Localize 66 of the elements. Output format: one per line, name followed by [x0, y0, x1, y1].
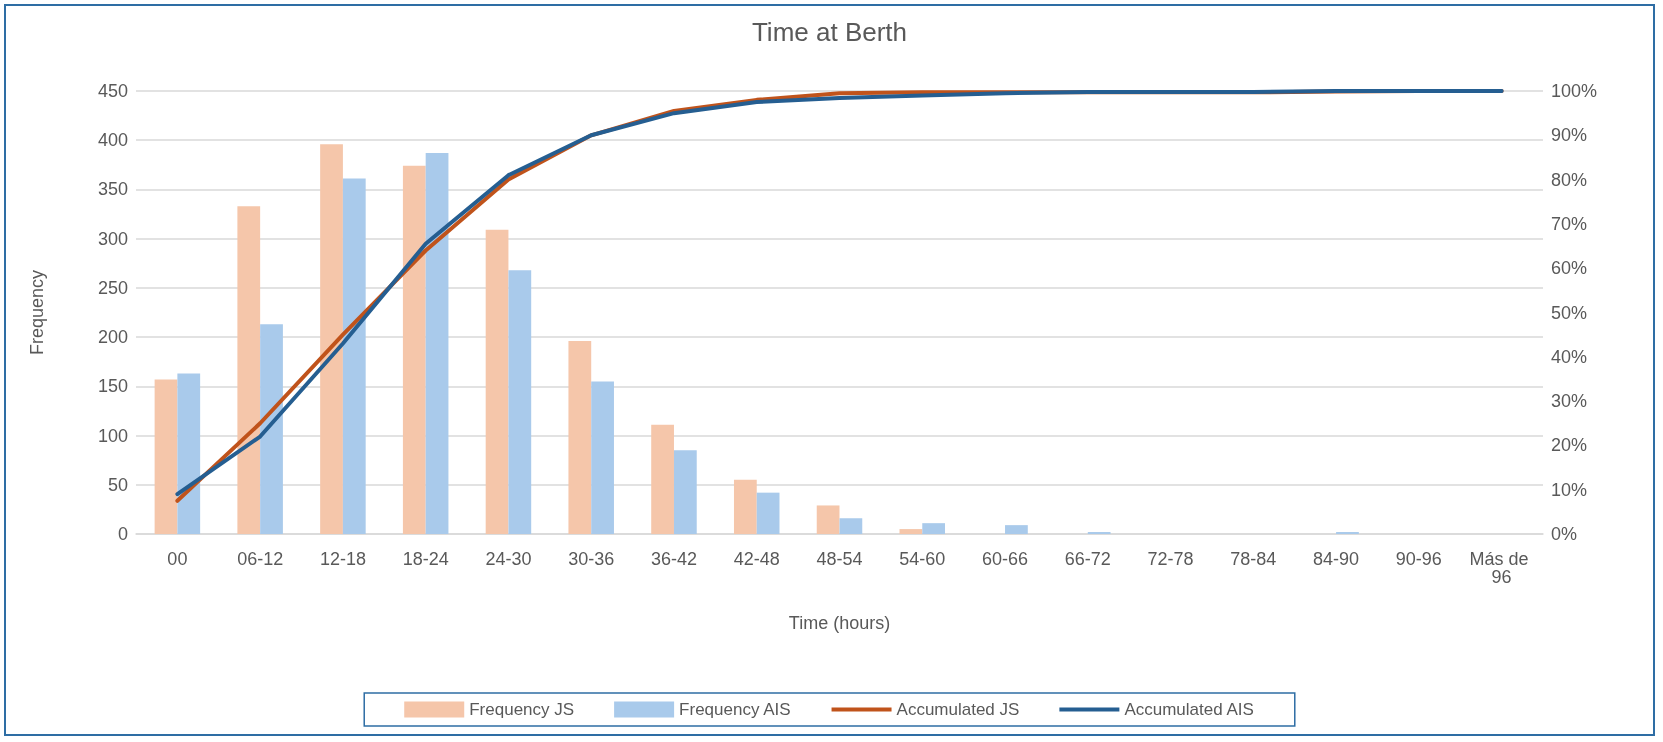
x-axis-title: Time (hours) — [788, 613, 891, 633]
y-tick-label: 400 — [97, 130, 128, 151]
y2-tick-label: 20% — [1551, 435, 1588, 456]
bar — [320, 144, 343, 534]
bar — [342, 178, 366, 534]
y-tick-label: 150 — [97, 376, 128, 397]
y2-tick-label: 40% — [1551, 346, 1588, 367]
bar — [568, 341, 592, 534]
bar — [1005, 525, 1028, 534]
y-tick-label: 450 — [97, 81, 128, 101]
bar — [154, 379, 178, 534]
x-tick-label: 18-24 — [402, 549, 449, 569]
bar — [402, 165, 426, 534]
bar — [816, 505, 840, 534]
x-tick-label: 48-54 — [816, 549, 863, 569]
x-tick-label: Más de 96 — [1469, 549, 1534, 587]
bar — [260, 324, 283, 534]
x-tick-label: 60-66 — [982, 549, 1029, 569]
y-tick-label: 100 — [97, 425, 128, 446]
y-tick-label: 300 — [97, 228, 128, 249]
legend-label: Frequency JS — [469, 700, 575, 719]
x-tick-label: 06-12 — [237, 549, 284, 569]
bar — [237, 206, 261, 534]
y-tick-label: 0 — [117, 524, 128, 544]
y-axis-title: Frequency — [27, 269, 47, 356]
bar — [485, 229, 509, 534]
y-tick-label: 250 — [97, 277, 128, 298]
x-tick-label: 24-30 — [485, 549, 532, 569]
x-tick-label: 72-78 — [1147, 549, 1194, 569]
x-tick-label: 30-36 — [568, 549, 615, 569]
y2-tick-label: 0% — [1551, 524, 1578, 544]
x-tick-label: 36-42 — [650, 549, 697, 569]
y2-tick-label: 70% — [1551, 213, 1588, 234]
y2-tick-label: 60% — [1551, 258, 1588, 279]
y2-tick-label: 80% — [1551, 169, 1588, 190]
x-tick-label: 54-60 — [899, 549, 946, 569]
x-tick-label: 00 — [167, 549, 188, 569]
x-tick-label: 12-18 — [319, 549, 366, 569]
bar — [733, 479, 757, 534]
y-tick-label: 200 — [97, 327, 128, 348]
bar — [508, 270, 532, 534]
bar — [425, 153, 449, 534]
bar — [177, 373, 201, 534]
bar — [673, 450, 697, 534]
y2-tick-label: 10% — [1551, 479, 1588, 500]
x-tick-label: 78-84 — [1230, 549, 1277, 569]
x-tick-label: 42-48 — [733, 549, 780, 569]
x-tick-label: 66-72 — [1064, 549, 1111, 569]
x-tick-label: 84-90 — [1313, 549, 1360, 569]
legend-label: Frequency AIS — [679, 700, 791, 719]
y2-tick-label: 30% — [1551, 391, 1588, 412]
y-tick-label: 50 — [107, 474, 128, 495]
legend-label: Accumulated JS — [896, 700, 1020, 719]
chart-title: Time at Berth — [751, 17, 908, 47]
legend-label: Accumulated AIS — [1124, 700, 1254, 719]
bar — [839, 518, 863, 534]
y2-tick-label: 100% — [1551, 81, 1598, 101]
x-tick-label: 90-96 — [1395, 549, 1442, 569]
bar — [651, 424, 674, 534]
y-tick-label: 350 — [97, 179, 128, 200]
bar — [591, 381, 614, 534]
bar — [756, 492, 780, 534]
y2-tick-label: 90% — [1551, 125, 1588, 146]
bar — [899, 529, 923, 534]
y2-tick-label: 50% — [1551, 302, 1588, 323]
bar — [922, 523, 946, 534]
